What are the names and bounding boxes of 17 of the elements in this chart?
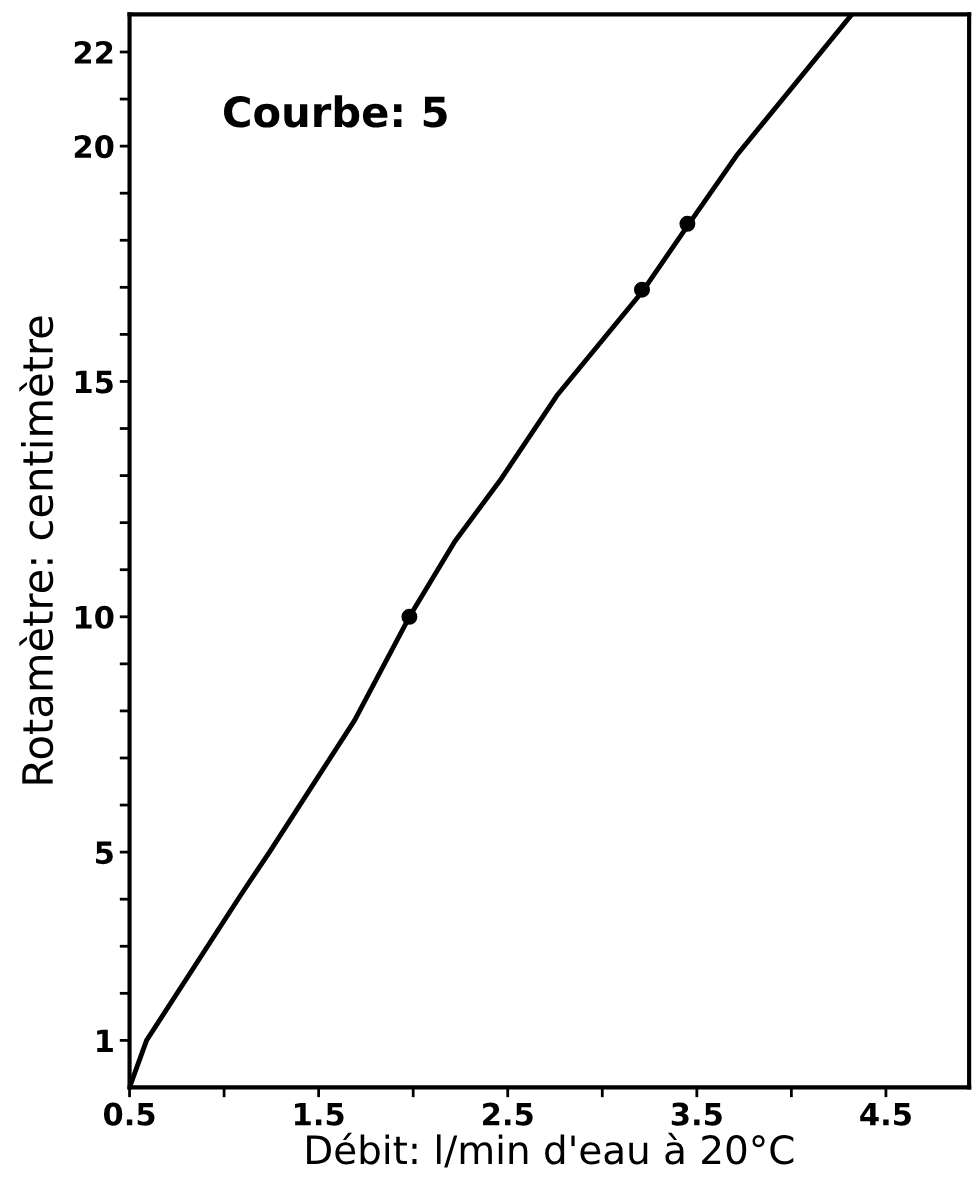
y-axis-title: Rotamètre: centimètre [19, 316, 54, 784]
point [401, 608, 418, 625]
y-tick-label: 22 [74, 40, 113, 64]
x-axis-title: Débit: l/min d'eau à 20°C [307, 1132, 794, 1168]
x-tick-label: 1.5 [295, 1102, 344, 1126]
x-tick-label: 4.5 [860, 1102, 911, 1126]
y-tick-label: 20 [74, 135, 114, 159]
point [679, 215, 696, 232]
y-tick-label: 1 [97, 1029, 113, 1052]
point [634, 281, 650, 298]
y-tick-label: 15 [75, 370, 113, 394]
x-tick-label: 3.5 [671, 1102, 722, 1126]
y-tick-label: 5 [96, 841, 113, 865]
annotation: Courbe: 5 [223, 95, 447, 128]
x-tick-label: 0.5 [103, 1102, 155, 1126]
x-tick-label: 2.5 [483, 1102, 533, 1126]
y-tick-label: 10 [75, 605, 114, 629]
